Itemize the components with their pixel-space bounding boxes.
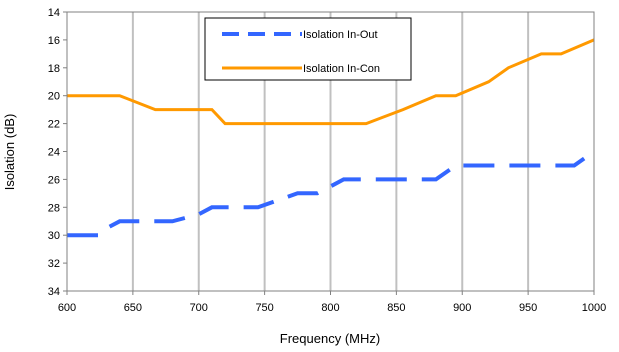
y-axis-title: Isolation (dB) — [2, 114, 17, 191]
y-tick-label: 34 — [48, 286, 60, 298]
series-line-isolation-in-out — [67, 149, 596, 238]
y-axis-ticks: 14 16 18 20 22 24 26 28 30 32 34 — [48, 7, 67, 298]
y-tick-label: 24 — [48, 147, 60, 159]
x-tick-label: 650 — [124, 302, 142, 314]
x-tick-label: 750 — [255, 302, 273, 314]
y-tick-label: 14 — [48, 7, 60, 19]
legend-box — [204, 17, 412, 81]
y-tick-label: 32 — [48, 258, 60, 270]
x-tick-label: 900 — [453, 302, 471, 314]
legend-label-isolation-in-con: Isolation In-Con — [303, 63, 380, 75]
x-axis-ticks: 600 650 700 750 800 850 900 950 1000 — [58, 291, 606, 314]
x-tick-label: 600 — [58, 302, 76, 314]
y-tick-label: 22 — [48, 119, 60, 131]
y-tick-label: 26 — [48, 174, 60, 186]
y-tick-label: 20 — [48, 91, 60, 103]
x-tick-label: 700 — [190, 302, 208, 314]
x-tick-label: 850 — [387, 302, 405, 314]
y-tick-label: 30 — [48, 230, 60, 242]
x-axis-title: Frequency (MHz) — [280, 331, 380, 346]
series-layer — [67, 38, 596, 238]
x-tick-label: 950 — [519, 302, 537, 314]
y-tick-label: 28 — [48, 202, 60, 214]
y-tick-label: 16 — [48, 35, 60, 47]
series-line-isolation-in-con — [67, 38, 595, 126]
legend: Isolation In-Out Isolation In-Con — [204, 17, 412, 81]
x-tick-label: 1000 — [582, 302, 606, 314]
x-tick-label: 800 — [321, 302, 339, 314]
y-tick-label: 18 — [48, 63, 60, 75]
legend-label-isolation-in-out: Isolation In-Out — [303, 29, 378, 41]
